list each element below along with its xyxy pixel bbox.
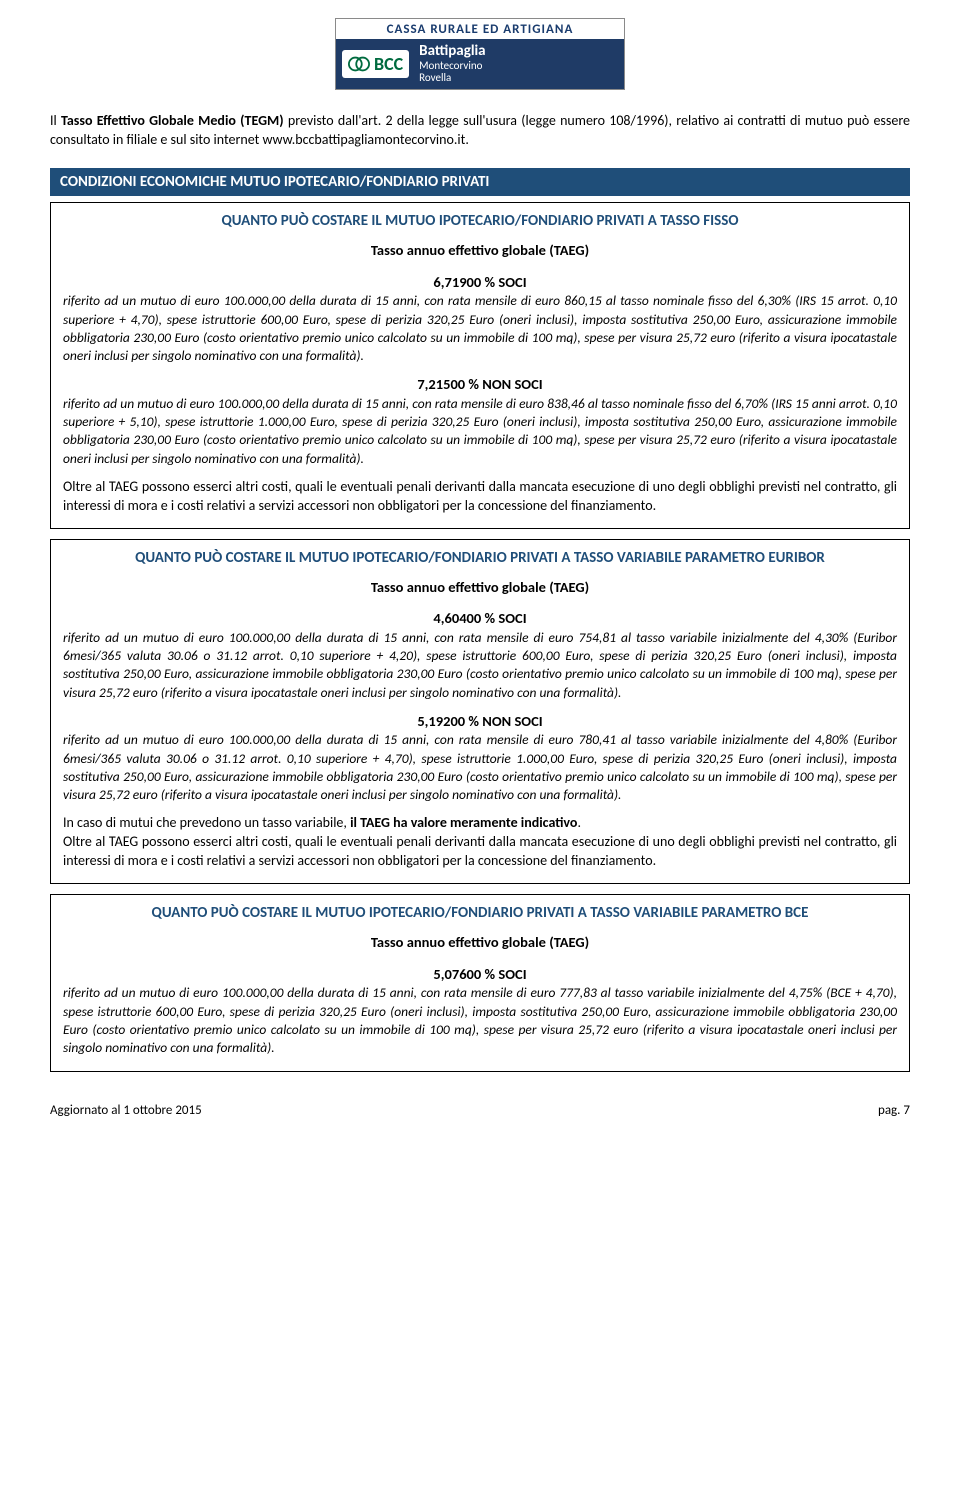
bcc-text: BCC <box>374 52 403 76</box>
box1-closing: Oltre al TAEG possono esserci altri cost… <box>63 478 897 516</box>
bcc-mark: BCC <box>342 50 409 78</box>
intro-b: Tasso Effettivo Globale Medio (TEGM) <box>61 112 284 129</box>
box1-rate1-body: riferito ad un mutuo di euro 100.000,00 … <box>63 292 897 365</box>
box3-title: QUANTO PUÒ COSTARE IL MUTUO IPOTECARIO/F… <box>63 903 897 923</box>
logo-top-line: CASSA RURALE ED ARTIGIANA <box>336 19 624 39</box>
box-tasso-fisso: QUANTO PUÒ COSTARE IL MUTUO IPOTECARIO/F… <box>50 202 910 528</box>
bcc-icon <box>348 53 370 75</box>
box-euribor: QUANTO PUÒ COSTARE IL MUTUO IPOTECARIO/F… <box>50 539 910 884</box>
intro-a: Il <box>50 112 61 129</box>
indicativo-b: il TAEG ha valore meramente indicativo <box>350 814 577 831</box>
box2-closing-text: Oltre al TAEG possono esserci altri cost… <box>63 833 897 869</box>
logo-loc1: Battipaglia <box>419 43 485 60</box>
box2-rate2-body: riferito ad un mutuo di euro 100.000,00 … <box>63 731 897 804</box>
box2-title: QUANTO PUÒ COSTARE IL MUTUO IPOTECARIO/F… <box>63 548 897 568</box>
indicativo-a: In caso di mutui che prevedono un tasso … <box>63 814 350 831</box>
box1-rate2-body: riferito ad un mutuo di euro 100.000,00 … <box>63 395 897 468</box>
box1-title: QUANTO PUÒ COSTARE IL MUTUO IPOTECARIO/F… <box>63 211 897 231</box>
box3-rate1-body: riferito ad un mutuo di euro 100.000,00 … <box>63 984 897 1057</box>
logo-loc3: Rovella <box>419 72 485 85</box>
footer-page: pag. 7 <box>878 1102 910 1120</box>
box2-taeg-label: Tasso annuo effettivo globale (TAEG) <box>63 578 897 598</box>
box3-rate1-head: 5,07600 % SOCI <box>63 965 897 985</box>
box2-rate2-head: 5,19200 % NON SOCI <box>63 712 897 732</box>
box2-closing: In caso di mutui che prevedono un tasso … <box>63 814 897 871</box>
page-footer: Aggiornato al 1 ottobre 2015 pag. 7 <box>50 1102 910 1120</box>
logo-bottom: BCC Battipaglia Montecorvino Rovella <box>336 39 624 90</box>
intro-paragraph: Il Tasso Effettivo Globale Medio (TEGM) … <box>50 112 910 150</box>
box1-rate1-head: 6,71900 % SOCI <box>63 273 897 293</box>
box1-taeg-label: Tasso annuo effettivo globale (TAEG) <box>63 241 897 261</box>
logo: CASSA RURALE ED ARTIGIANA BCC Battipagli… <box>335 18 625 90</box>
box1-rate2-head: 7,21500 % NON SOCI <box>63 375 897 395</box>
section-bar: CONDIZIONI ECONOMICHE MUTUO IPOTECARIO/F… <box>50 168 910 196</box>
logo-header: CASSA RURALE ED ARTIGIANA BCC Battipagli… <box>50 18 910 90</box>
box2-rate1-head: 4,60400 % SOCI <box>63 609 897 629</box>
box3-taeg-label: Tasso annuo effettivo globale (TAEG) <box>63 933 897 953</box>
box-bce: QUANTO PUÒ COSTARE IL MUTUO IPOTECARIO/F… <box>50 894 910 1072</box>
footer-date: Aggiornato al 1 ottobre 2015 <box>50 1102 202 1120</box>
logo-locations: Battipaglia Montecorvino Rovella <box>419 43 485 86</box>
indicativo-c: . <box>577 814 581 831</box>
box2-rate1-body: riferito ad un mutuo di euro 100.000,00 … <box>63 629 897 702</box>
